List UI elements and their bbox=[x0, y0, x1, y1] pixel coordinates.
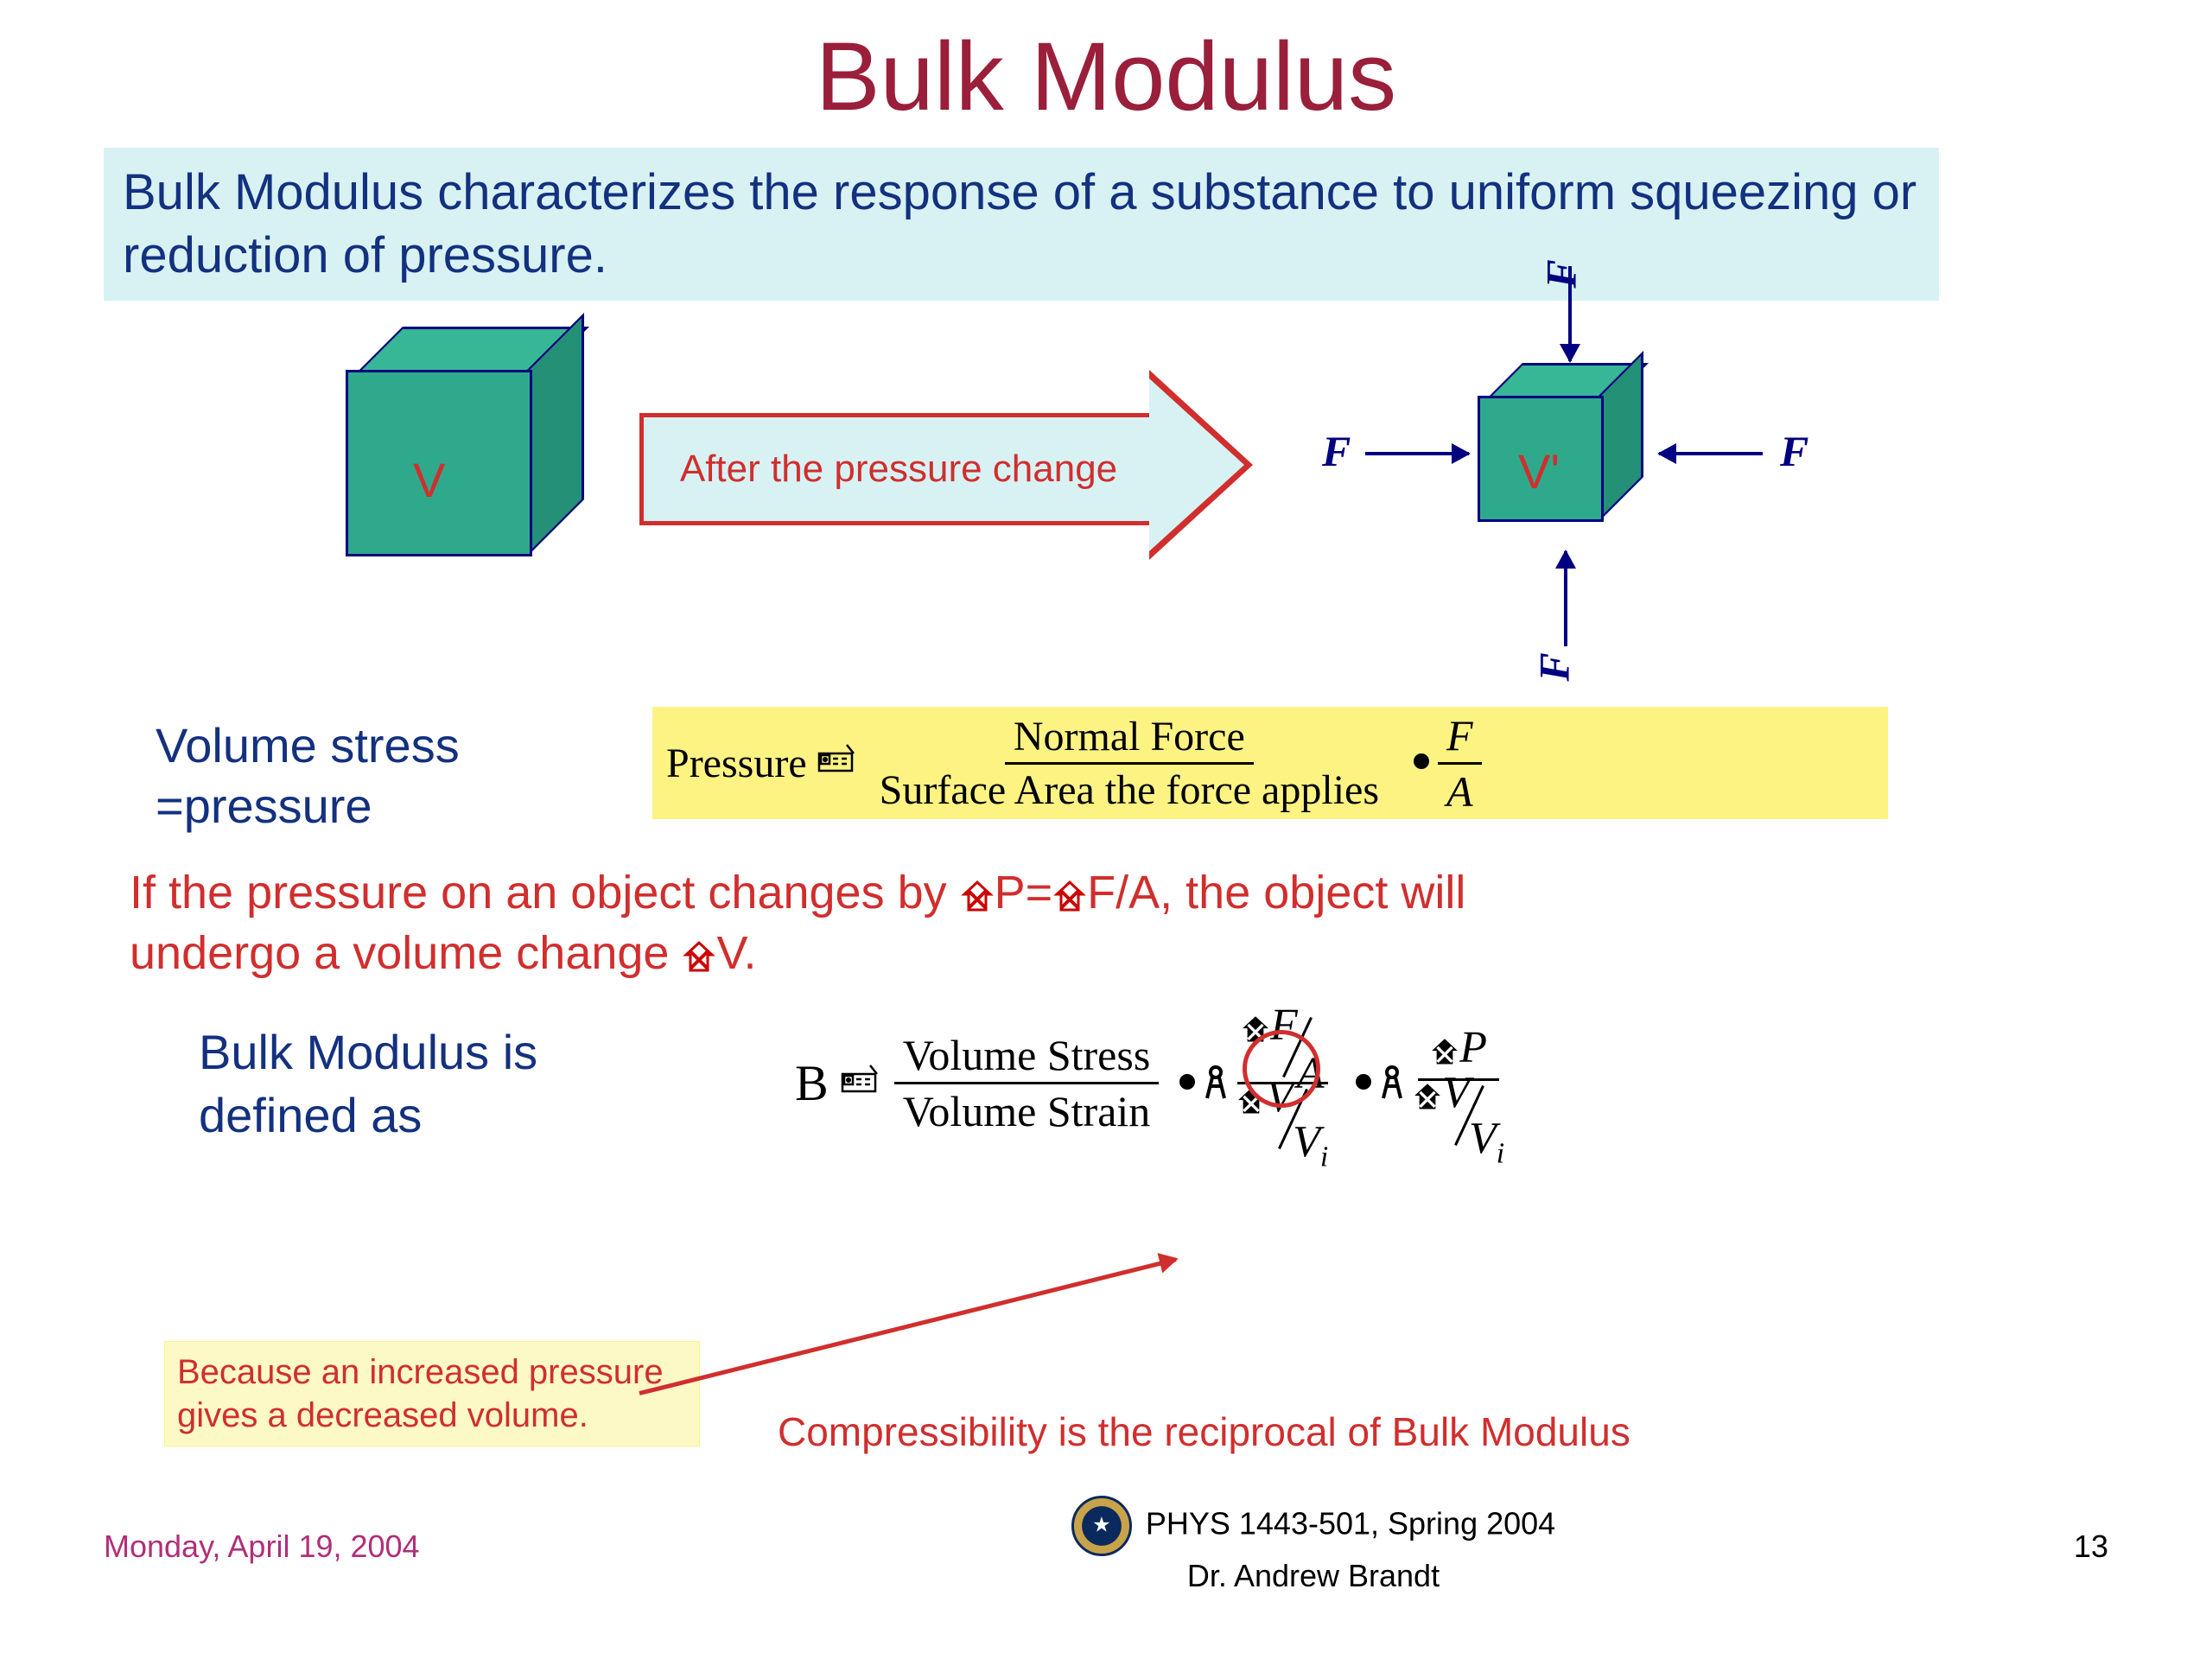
vs-line1: Volume stress bbox=[156, 718, 460, 772]
pressure-fraction-words: Normal Force Surface Area the force appl… bbox=[871, 711, 1388, 816]
note-box: Because an increased pressure gives a de… bbox=[164, 1341, 700, 1446]
note-l1: Because an increased pressure bbox=[177, 1353, 664, 1391]
ct-1: If the pressure on an object changes by bbox=[130, 867, 960, 918]
pressure-lhs: Pressure bbox=[666, 740, 807, 787]
equiv-dot-icon bbox=[1179, 1074, 1195, 1090]
bm-B: B bbox=[795, 1054, 829, 1112]
force-label-right: F bbox=[1780, 426, 1808, 476]
force-label-bottom: F bbox=[1529, 652, 1580, 681]
ct-3: F/A, the object will bbox=[1087, 867, 1465, 918]
force-label-top: F bbox=[1536, 259, 1586, 288]
bm-f2dd: V bbox=[1469, 1114, 1497, 1163]
volume-stress-label: Volume stress =pressure bbox=[156, 715, 460, 836]
slide-title: Bulk Modulus bbox=[104, 21, 2108, 132]
bm-wden: Volume Strain bbox=[894, 1084, 1160, 1138]
bm-f2sub: i bbox=[1497, 1137, 1504, 1169]
force-label-left: F bbox=[1322, 426, 1351, 476]
fa-num: F bbox=[1438, 709, 1482, 765]
pressure-formula-box: Pressure Normal Force Surface Area the f… bbox=[652, 707, 1888, 819]
compressibility-text: Compressibility is the reciprocal of Bul… bbox=[778, 1408, 1630, 1455]
page-number: 13 bbox=[2005, 1529, 2108, 1565]
minus-icon bbox=[1380, 1065, 1404, 1102]
volume-stress-row: Volume stress =pressure Pressure Normal … bbox=[104, 707, 2108, 854]
pressure-change-text: If the pressure on an object changes by … bbox=[130, 862, 2074, 983]
cube-final-label: V' bbox=[1518, 443, 1560, 499]
bm-f2n: P bbox=[1459, 1023, 1487, 1072]
course-line1: PHYS 1443-501, Spring 2004 bbox=[1146, 1506, 1555, 1541]
minus-icon bbox=[1204, 1065, 1228, 1102]
ct-5: V. bbox=[716, 927, 756, 979]
force-arrow-left bbox=[1365, 452, 1469, 455]
red-pointer-line bbox=[639, 1257, 1176, 1395]
force-arrow-bottom bbox=[1564, 551, 1567, 646]
footer-course: PHYS 1443-501, Spring 2004 Dr. Andrew Br… bbox=[622, 1496, 2005, 1597]
vs-line2: =pressure bbox=[156, 779, 372, 833]
bm-frac2: P V Vi bbox=[1409, 1017, 1508, 1150]
equals-icon bbox=[816, 748, 859, 774]
bm-f2d: V bbox=[1442, 1068, 1470, 1117]
bm-l2: defined as bbox=[199, 1088, 422, 1142]
pressure-den: Surface Area the force applies bbox=[871, 765, 1388, 816]
university-seal-icon bbox=[1071, 1496, 1132, 1556]
fa-den: A bbox=[1438, 765, 1482, 818]
arrow-text: After the pressure change bbox=[680, 448, 1117, 491]
intro-text: Bulk Modulus characterizes the response … bbox=[123, 162, 1920, 287]
ct-2: P= bbox=[995, 867, 1053, 918]
arrow-head-inner bbox=[1149, 378, 1244, 551]
delta-icon bbox=[682, 939, 716, 974]
bulk-modulus-row: Bulk Modulus is defined as B Volume Stre… bbox=[104, 1004, 2108, 1203]
ct-4: undergo a volume change bbox=[130, 927, 682, 979]
delta-icon bbox=[1430, 1037, 1459, 1066]
force-arrow-right bbox=[1659, 452, 1763, 455]
cube-initial-label: V bbox=[413, 452, 445, 508]
slide: Bulk Modulus Bulk Modulus characterizes … bbox=[0, 0, 2212, 1659]
pressure-fraction-fa: F A bbox=[1438, 709, 1482, 818]
bm-f1dd: V bbox=[1293, 1117, 1320, 1166]
arrow-body: After the pressure change bbox=[639, 413, 1154, 525]
footer: Monday, April 19, 2004 PHYS 1443-501, Sp… bbox=[104, 1496, 2108, 1597]
red-circle-annotation bbox=[1243, 1030, 1320, 1108]
diagram-row: V After the pressure change V' F F bbox=[104, 301, 2108, 707]
bm-l1: Bulk Modulus is bbox=[199, 1025, 537, 1079]
bm-words-frac: Volume Stress Volume Strain bbox=[894, 1028, 1160, 1138]
pressure-num: Normal Force bbox=[1005, 711, 1254, 765]
intro-box: Bulk Modulus characterizes the response … bbox=[104, 148, 1939, 301]
delta-icon bbox=[1052, 879, 1087, 913]
bm-f1sub: i bbox=[1320, 1141, 1328, 1173]
equiv-dot-icon bbox=[1356, 1074, 1371, 1090]
delta-icon bbox=[960, 879, 995, 913]
bm-wnum: Volume Stress bbox=[894, 1028, 1160, 1084]
course-line2: Dr. Andrew Brandt bbox=[1187, 1558, 1440, 1593]
bm-formula: B Volume Stress Volume Strain F A bbox=[795, 1013, 1513, 1154]
note-l2: gives a decreased volume. bbox=[177, 1396, 588, 1434]
equiv-dot-icon bbox=[1414, 753, 1429, 769]
bm-label: Bulk Modulus is defined as bbox=[199, 1021, 537, 1147]
equals-icon bbox=[839, 1069, 882, 1095]
footer-date: Monday, April 19, 2004 bbox=[104, 1529, 622, 1565]
delta-icon bbox=[1413, 1082, 1442, 1111]
bm-f2-bot: V Vi bbox=[1409, 1081, 1508, 1150]
